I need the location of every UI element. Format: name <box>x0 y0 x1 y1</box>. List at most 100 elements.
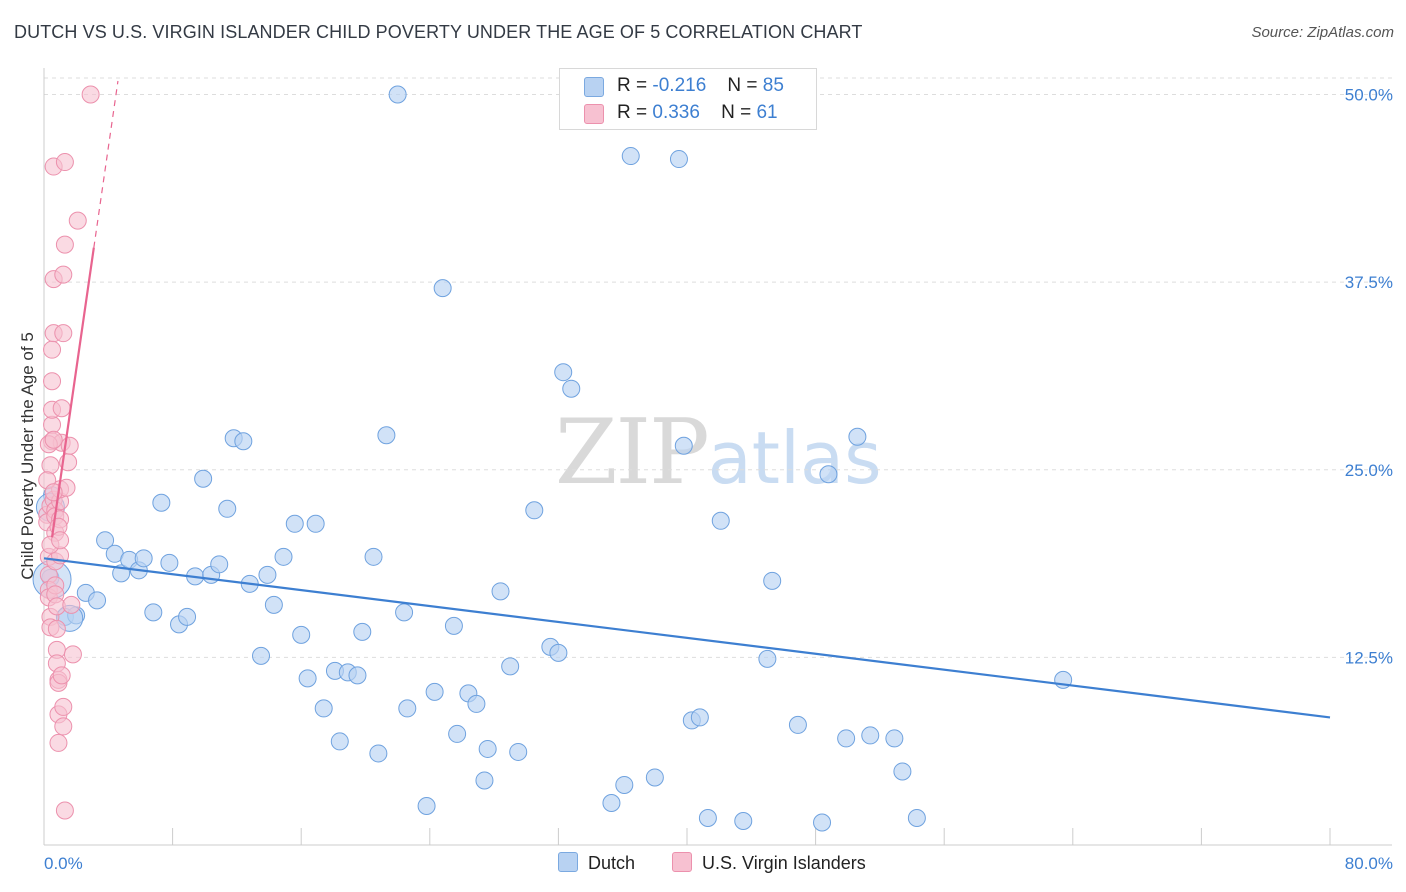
dutch-point-82 <box>907 808 926 827</box>
dutch-point-12 <box>144 603 163 622</box>
dutch-point-52 <box>475 771 494 790</box>
dutch-point-72 <box>758 649 777 668</box>
usvi-point-60 <box>51 531 70 550</box>
usvi-regression-line <box>50 247 95 538</box>
dutch-regression-line <box>43 557 1331 719</box>
dutch-point-21 <box>218 499 237 518</box>
dutch-point-78 <box>848 427 867 446</box>
y-tick-label-2: 37.5% <box>1345 273 1393 292</box>
dutch-point-68 <box>690 708 709 727</box>
dutch-point-32 <box>306 514 325 533</box>
usvi-point-53 <box>81 85 100 104</box>
usvi-point-37 <box>52 399 71 418</box>
n-value-dutch: 85 <box>762 75 784 96</box>
dutch-point-41 <box>377 426 396 445</box>
dutch-point-46 <box>425 682 444 701</box>
r-value-usvi: 0.336 <box>652 102 700 123</box>
usvi-point-26 <box>47 619 66 638</box>
n-value-usvi: 61 <box>756 102 778 123</box>
dutch-point-49 <box>448 724 467 743</box>
dutch-point-74 <box>788 715 807 734</box>
y-tick-label-0: 12.5% <box>1345 648 1393 667</box>
dutch-point-42 <box>388 85 407 104</box>
dutch-points <box>32 85 1073 832</box>
usvi-swatch <box>584 104 604 124</box>
dutch-point-56 <box>509 742 528 761</box>
usvi-point-44 <box>54 697 73 716</box>
dutch-point-65 <box>669 150 688 169</box>
axes <box>43 68 1392 846</box>
usvi-point-50 <box>62 595 81 614</box>
dutch-point-30 <box>292 625 311 644</box>
usvi-point-40 <box>55 235 74 254</box>
dutch-point-77 <box>837 729 856 748</box>
dutch-point-76 <box>819 465 838 484</box>
legend-item-usvi[interactable]: U.S. Virgin Islanders <box>672 852 866 874</box>
dutch-point-80 <box>885 729 904 748</box>
dutch-point-54 <box>491 582 510 601</box>
dutch-swatch <box>584 77 604 97</box>
dutch-point-55 <box>501 657 520 676</box>
dutch-point-47 <box>433 279 452 298</box>
y-tick-label-3: 50.0% <box>1345 86 1393 105</box>
dutch-point-37 <box>348 666 367 685</box>
dutch-point-53 <box>478 739 497 758</box>
gridlines <box>44 77 1392 658</box>
dutch-point-23 <box>234 432 253 451</box>
dutch-point-70 <box>711 511 730 530</box>
dutch-point-5 <box>88 591 107 610</box>
usvi-point-43 <box>52 666 71 685</box>
dutch-point-33 <box>314 699 333 718</box>
dutch-point-64 <box>621 147 640 166</box>
dutch-point-31 <box>298 669 317 688</box>
usvi-point-41 <box>55 153 74 172</box>
dutch-point-44 <box>398 699 417 718</box>
dutch-point-59 <box>549 643 568 662</box>
usvi-points <box>38 85 100 820</box>
dutch-point-66 <box>674 436 693 455</box>
usvi-point-13 <box>43 372 62 391</box>
y-tick-label-1: 25.0% <box>1345 461 1393 480</box>
source-credit: Source: ZipAtlas.com <box>1251 24 1394 41</box>
tick-labels: 12.5% 25.0% 37.5% 50.0% 0.0% 80.0% <box>44 86 1393 873</box>
dutch-point-62 <box>602 793 621 812</box>
usvi-point-32 <box>49 733 68 752</box>
dutch-point-38 <box>353 622 372 641</box>
dutch-point-71 <box>734 811 753 830</box>
dutch-point-79 <box>861 726 880 745</box>
r-value-dutch: -0.216 <box>652 75 707 96</box>
dutch-point-18 <box>194 469 213 488</box>
usvi-point-11 <box>43 415 62 434</box>
legend-swatch-dutch <box>558 852 578 872</box>
dutch-point-35 <box>330 732 349 751</box>
legend-label-usvi: U.S. Virgin Islanders <box>702 853 866 873</box>
usvi-point-46 <box>55 801 74 820</box>
dutch-point-63 <box>615 775 634 794</box>
stats-legend: R = -0.216 N = 85 R = 0.336 N = 61 <box>559 68 817 130</box>
dutch-point-26 <box>258 565 277 584</box>
dutch-point-39 <box>364 547 383 566</box>
legend-item-dutch[interactable]: Dutch <box>558 852 635 874</box>
usvi-point-45 <box>54 717 73 736</box>
dutch-point-60 <box>554 363 573 382</box>
y-axis-label: Child Poverty Under the Age of 5 <box>18 332 37 580</box>
dutch-point-45 <box>417 796 436 815</box>
usvi-regression-extension <box>93 80 119 248</box>
dutch-point-20 <box>210 555 229 574</box>
usvi-point-9 <box>41 456 60 475</box>
dutch-point-73 <box>763 571 782 590</box>
chart-title: DUTCH VS U.S. VIRGIN ISLANDER CHILD POVE… <box>14 22 863 42</box>
stats-text-dutch: R = -0.216 N = 85 <box>617 75 784 96</box>
dutch-point-51 <box>467 694 486 713</box>
dutch-point-61 <box>562 379 581 398</box>
dutch-point-11 <box>134 549 153 568</box>
usvi-point-39 <box>54 265 73 284</box>
usvi-point-51 <box>63 645 82 664</box>
dutch-point-69 <box>698 808 717 827</box>
legend-label-dutch: Dutch <box>588 853 636 873</box>
x-tick-label-1: 80.0% <box>1345 854 1393 873</box>
usvi-point-14 <box>43 340 62 359</box>
dutch-point-81 <box>893 762 912 781</box>
dutch-point-29 <box>285 514 304 533</box>
